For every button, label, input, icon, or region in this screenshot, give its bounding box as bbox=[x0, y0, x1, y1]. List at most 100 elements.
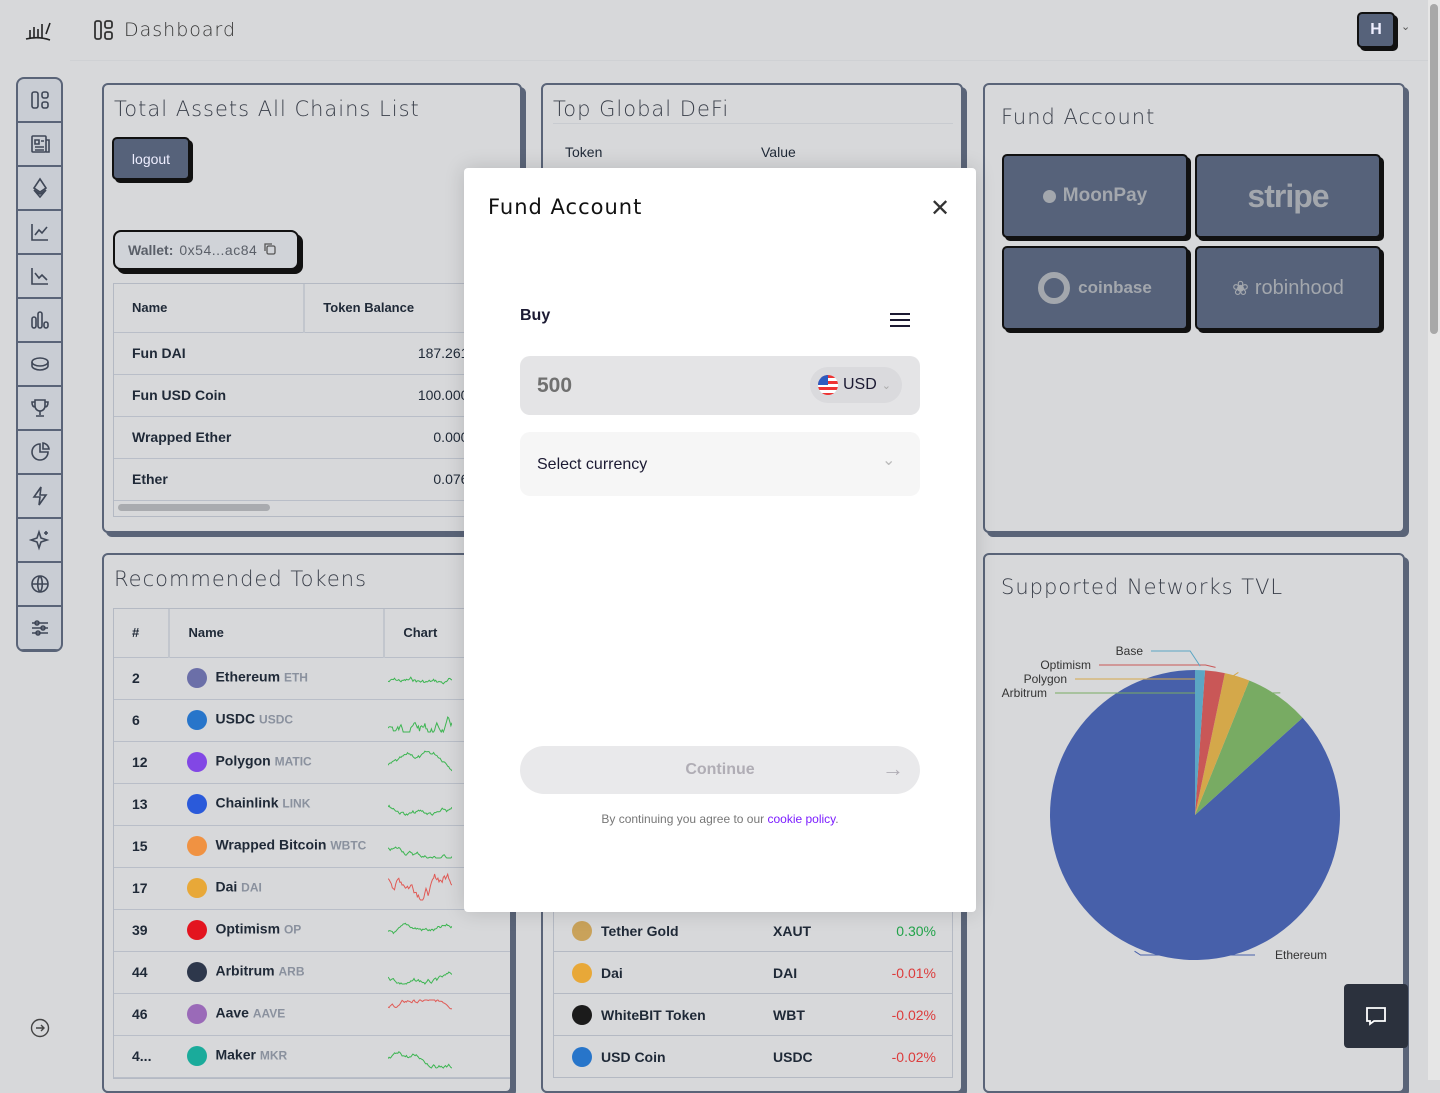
token-row[interactable]: 6 USDC USDC bbox=[114, 699, 512, 741]
horizontal-scrollbar[interactable] bbox=[118, 504, 270, 511]
token-icon bbox=[187, 962, 207, 982]
chevron-down-icon[interactable]: ⌄ bbox=[1401, 20, 1410, 33]
sidebar-item-coins[interactable] bbox=[18, 343, 61, 387]
pie-leader-line bbox=[1151, 651, 1200, 666]
user-avatar-button[interactable]: H bbox=[1357, 12, 1395, 48]
sidebar-item-dashboard[interactable] bbox=[18, 79, 61, 123]
chat-icon bbox=[1365, 1006, 1387, 1026]
page-scrollbar[interactable] bbox=[1428, 0, 1440, 1080]
settings-sliders-icon bbox=[29, 617, 51, 639]
sidebar-item-globe[interactable] bbox=[18, 563, 61, 607]
token-rank: 46 bbox=[114, 993, 169, 1035]
token-row[interactable]: 44 Arbitrum ARB bbox=[114, 951, 512, 993]
sparkline-chart bbox=[388, 997, 452, 1029]
token-symbol: ARB bbox=[278, 965, 304, 979]
select-placeholder: Select currency bbox=[537, 456, 647, 474]
token-row[interactable]: 17 Dai DAI bbox=[114, 867, 512, 909]
continue-button[interactable]: Continue → bbox=[520, 746, 920, 794]
bar-chart-icon bbox=[29, 309, 51, 331]
sparkles-icon bbox=[29, 529, 51, 551]
token-name: USDC bbox=[215, 711, 255, 727]
sparkline-chart bbox=[388, 913, 452, 945]
token-row[interactable]: 4... Maker MKR bbox=[114, 1035, 512, 1077]
sidebar-item-trending-down[interactable] bbox=[18, 255, 61, 299]
sidebar-item-ethereum[interactable] bbox=[18, 167, 61, 211]
defi-row[interactable]: Tether Gold XAUT 0.30% bbox=[554, 910, 952, 952]
defi-row[interactable]: Dai DAI -0.01% bbox=[554, 952, 952, 994]
sidebar-item-pie-chart[interactable] bbox=[18, 431, 61, 475]
pie-label: Ethereum bbox=[1275, 948, 1327, 962]
token-icon bbox=[187, 710, 207, 730]
sidebar-item-settings-sliders[interactable] bbox=[18, 607, 61, 651]
continue-label: Continue bbox=[685, 761, 754, 779]
crypto-currency-select[interactable]: Select currency ⌄ bbox=[520, 432, 920, 496]
terms-text: By continuing you agree to our cookie po… bbox=[464, 812, 976, 826]
sparkline-chart bbox=[388, 745, 452, 777]
stripe-button[interactable]: stripe bbox=[1195, 154, 1381, 238]
trending-up-icon bbox=[29, 221, 51, 243]
sidebar-item-lightning[interactable] bbox=[18, 475, 61, 519]
arrow-right-icon: → bbox=[882, 756, 904, 782]
price-change: -0.01% bbox=[892, 965, 936, 981]
buy-tab[interactable]: Buy bbox=[520, 307, 550, 325]
asset-balance: 187.26168 bbox=[304, 332, 484, 374]
menu-icon[interactable] bbox=[890, 312, 910, 328]
token-row[interactable]: 46 Aave AAVE bbox=[114, 993, 512, 1035]
sparkline-chart bbox=[388, 787, 452, 819]
robinhood-button[interactable]: ❀robinhood bbox=[1195, 246, 1381, 330]
token-row[interactable]: 13 Chainlink LINK bbox=[114, 783, 512, 825]
token-symbol: WBTC bbox=[330, 839, 366, 853]
logout-button[interactable]: logout bbox=[112, 137, 190, 180]
token-name: Maker bbox=[215, 1047, 255, 1063]
sidebar-item-sparkles[interactable] bbox=[18, 519, 61, 563]
collapse-sidebar-icon[interactable] bbox=[30, 1018, 50, 1043]
sidebar-item-news[interactable] bbox=[18, 123, 61, 167]
token-rank: 15 bbox=[114, 825, 169, 867]
page-title: Dashboard bbox=[124, 19, 236, 41]
token-row[interactable]: 15 Wrapped Bitcoin WBTC bbox=[114, 825, 512, 867]
token-icon bbox=[187, 668, 207, 688]
close-icon[interactable]: ✕ bbox=[930, 194, 950, 223]
pie-label: Arbitrum bbox=[1002, 686, 1047, 700]
wallet-badge[interactable]: Wallet: 0x54...ac84 bbox=[113, 230, 299, 270]
sidebar-item-trending-up[interactable] bbox=[18, 211, 61, 255]
sidebar-item-bar-chart[interactable] bbox=[18, 299, 61, 343]
token-symbol: MKR bbox=[260, 1049, 287, 1063]
us-flag-icon bbox=[818, 375, 838, 395]
token-icon bbox=[187, 878, 207, 898]
token-row[interactable]: 2 Ethereum ETH bbox=[114, 657, 512, 699]
token-row[interactable]: 39 Optimism OP bbox=[114, 909, 512, 951]
token-symbol: XAUT bbox=[773, 923, 811, 939]
token-symbol: DAI bbox=[241, 881, 262, 895]
chat-button[interactable] bbox=[1344, 984, 1408, 1048]
defi-row[interactable]: USD Coin USDC -0.02% bbox=[554, 1036, 952, 1078]
fiat-currency-select[interactable]: USD ⌄ bbox=[810, 367, 902, 403]
token-rank: 12 bbox=[114, 741, 169, 783]
token-name: Aave bbox=[215, 1005, 248, 1021]
cookie-policy-link[interactable]: cookie policy bbox=[767, 812, 835, 826]
sidebar-item-trophy[interactable] bbox=[18, 387, 61, 431]
asset-balance: 0.00069 bbox=[304, 416, 484, 458]
moonpay-button[interactable]: MoonPay bbox=[1002, 154, 1188, 238]
defi-row[interactable]: WhiteBIT Token WBT -0.02% bbox=[554, 994, 952, 1036]
sparkline-chart bbox=[388, 1039, 452, 1071]
token-symbol: MATIC bbox=[275, 755, 312, 769]
pie-leader-line bbox=[1099, 665, 1216, 667]
pie-label: Optimism bbox=[1040, 658, 1091, 672]
fiat-label: USD bbox=[843, 376, 877, 394]
wallet-label: Wallet: bbox=[128, 242, 173, 258]
token-name: Dai bbox=[601, 965, 623, 981]
copy-icon[interactable] bbox=[263, 242, 276, 258]
token-row[interactable]: 12 Polygon MATIC bbox=[114, 741, 512, 783]
coinbase-button[interactable]: coinbase bbox=[1002, 246, 1188, 330]
coinbase-icon bbox=[1038, 272, 1070, 304]
amount-input[interactable]: 500 USD ⌄ bbox=[520, 356, 920, 415]
chevron-down-icon: ⌄ bbox=[882, 450, 895, 470]
token-icon bbox=[572, 1047, 592, 1067]
